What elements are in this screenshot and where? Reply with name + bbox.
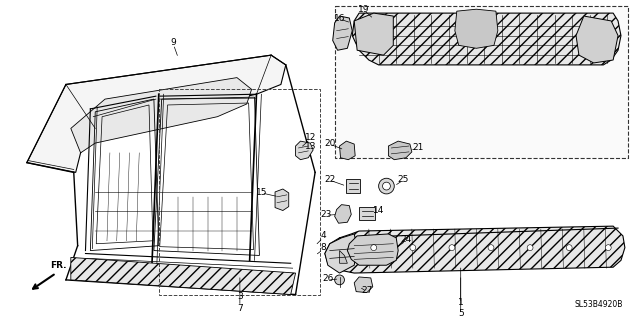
Polygon shape — [388, 141, 412, 160]
Text: 16: 16 — [334, 14, 346, 24]
Circle shape — [410, 245, 416, 250]
Bar — [346, 179, 360, 193]
Text: 25: 25 — [397, 175, 409, 184]
Polygon shape — [340, 250, 348, 263]
Text: SL53B4920B: SL53B4920B — [575, 300, 623, 309]
Circle shape — [449, 245, 455, 250]
Polygon shape — [340, 141, 355, 160]
Circle shape — [383, 182, 390, 190]
Text: 3: 3 — [237, 292, 243, 301]
Circle shape — [527, 245, 533, 250]
Text: 24: 24 — [401, 235, 412, 244]
Text: 8: 8 — [320, 243, 326, 252]
Text: 7: 7 — [237, 304, 243, 313]
Polygon shape — [354, 13, 394, 55]
Text: 5: 5 — [458, 308, 463, 318]
Polygon shape — [71, 257, 296, 294]
Text: 12: 12 — [305, 133, 316, 142]
Text: 4: 4 — [320, 231, 326, 241]
Circle shape — [566, 245, 572, 250]
Text: FR.: FR. — [51, 261, 67, 270]
Text: 22: 22 — [324, 175, 335, 184]
Text: 15: 15 — [255, 189, 267, 197]
Text: 20: 20 — [324, 138, 335, 148]
Polygon shape — [576, 16, 618, 63]
Bar — [359, 207, 375, 220]
Circle shape — [488, 245, 494, 250]
Text: 21: 21 — [412, 144, 424, 152]
Circle shape — [379, 178, 394, 194]
Text: 27: 27 — [361, 286, 372, 295]
Circle shape — [371, 245, 377, 250]
Text: 9: 9 — [170, 38, 176, 47]
Polygon shape — [275, 189, 289, 211]
Text: 19: 19 — [358, 5, 370, 14]
Polygon shape — [352, 13, 621, 65]
Bar — [159, 89, 320, 294]
Polygon shape — [296, 141, 313, 160]
Polygon shape — [27, 55, 286, 172]
Bar — [335, 6, 628, 158]
Polygon shape — [325, 234, 357, 273]
Polygon shape — [354, 277, 372, 293]
Circle shape — [335, 275, 344, 285]
Polygon shape — [71, 78, 252, 153]
Text: 14: 14 — [373, 206, 384, 215]
Circle shape — [605, 245, 611, 250]
Polygon shape — [455, 9, 498, 48]
Text: 26: 26 — [322, 274, 333, 283]
Polygon shape — [348, 234, 398, 265]
Polygon shape — [335, 205, 351, 223]
Text: 13: 13 — [305, 143, 316, 152]
Text: 23: 23 — [320, 210, 332, 219]
Polygon shape — [333, 16, 352, 50]
Polygon shape — [325, 226, 625, 273]
Text: 1: 1 — [458, 298, 463, 307]
